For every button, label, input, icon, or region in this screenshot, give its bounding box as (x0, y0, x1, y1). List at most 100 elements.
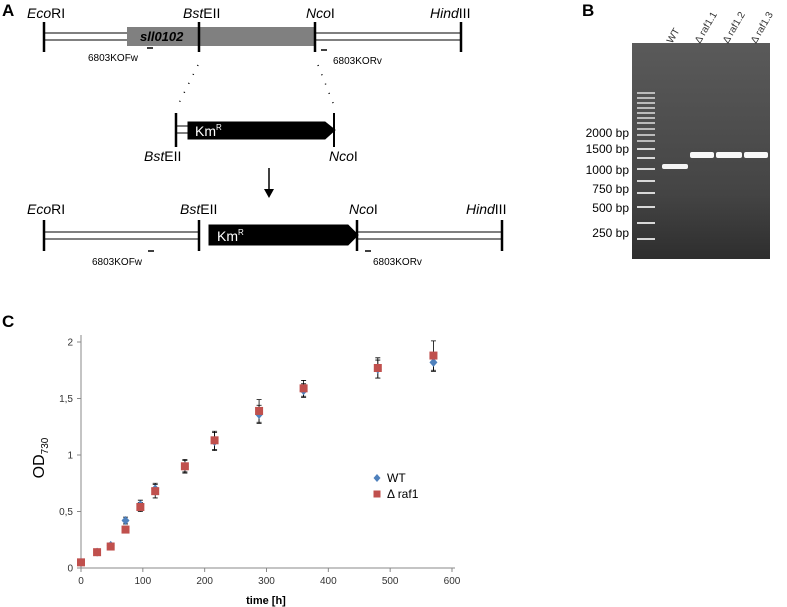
gene-label: sll0102 (140, 29, 184, 44)
site-label: BstEII (183, 5, 220, 21)
lane-label: WT (665, 27, 682, 46)
label-part: Hind (430, 5, 460, 21)
label-part: Bst (144, 148, 165, 164)
site-label: BstEII (180, 201, 217, 217)
ladder-band (637, 122, 655, 124)
ladder-band (637, 107, 655, 109)
gene-box (127, 27, 315, 46)
site-label: HindIII (430, 5, 470, 21)
ladder-band (637, 112, 655, 114)
site-label: NcoI (329, 148, 358, 164)
point (255, 406, 264, 415)
label-part: OD (31, 454, 48, 478)
ladder-label: 250 bp (592, 226, 629, 240)
label-part: EII (200, 201, 217, 217)
cassette-arrow (187, 121, 336, 140)
ladder-label: 500 bp (592, 201, 629, 215)
label-part: Nco (329, 148, 354, 164)
ladder-label: 1000 bp (586, 163, 630, 177)
point (429, 351, 438, 360)
ladder-band (637, 192, 655, 194)
arrow-head (264, 189, 274, 198)
x-tick-label: 400 (320, 576, 337, 587)
legend-marker (373, 474, 381, 482)
y-tick-label: 1 (67, 451, 73, 462)
ladder-label: 750 bp (592, 182, 629, 196)
point (93, 548, 102, 557)
x-axis-label: time [h] (246, 595, 286, 607)
panel-c: C time [h] OD730 0 0,5 1 1,5 2 0 100 200 300 400 5… (2, 312, 461, 607)
primer-label: 6803KORv (333, 56, 382, 67)
label-part: Km (217, 228, 238, 244)
point (151, 487, 160, 496)
gel-band (690, 152, 714, 158)
lane-label: Δ raf1.2 (721, 10, 748, 46)
label-part: I (331, 5, 335, 21)
label-part: Km (195, 123, 216, 139)
ladder-band (637, 206, 655, 208)
label-part: Hind (466, 201, 496, 217)
ladder-band (637, 238, 655, 240)
ladder-label: 1500 bp (586, 142, 630, 156)
point (136, 502, 145, 511)
panel-b: B WT Δ raf1.1 Δ raf1.2 Δ raf1.3 2000 bp … (582, 1, 776, 259)
label-part: III (495, 201, 507, 217)
site-label: BstEII (144, 148, 181, 164)
gel-band (662, 164, 688, 169)
label-part: EII (203, 5, 220, 21)
primer-label: 6803KOFw (92, 257, 143, 268)
label-part: Bst (183, 5, 204, 21)
panel-label: A (2, 1, 14, 20)
y-tick-label: 0,5 (59, 507, 73, 518)
x-tick-label: 600 (444, 576, 461, 587)
marker-label: KmR (195, 123, 222, 139)
lane-label: Δ raf1.3 (749, 10, 776, 46)
y-tick-label: 2 (67, 338, 73, 349)
point (121, 525, 130, 534)
panel-a: A EcoRI BstEII NcoI HindIII sll0102 6803… (2, 1, 506, 268)
ladder-label: 2000 bp (586, 126, 630, 140)
x-tick-label: 500 (382, 576, 399, 587)
point (373, 363, 382, 372)
ladder-band (637, 222, 655, 224)
ladder-band (637, 128, 655, 130)
ladder-band (637, 180, 655, 182)
dotted-guide (177, 64, 199, 106)
x-tick-label: 0 (78, 576, 84, 587)
ladder-band (637, 168, 655, 170)
label-part: R (238, 228, 244, 237)
point (106, 542, 115, 551)
panel-label: B (582, 1, 594, 20)
gel (632, 43, 770, 259)
dotted-guide (317, 64, 336, 109)
label-part: Bst (180, 201, 201, 217)
ladder-band (637, 97, 655, 99)
ladder-band (637, 102, 655, 104)
primer-label: 6803KORv (373, 257, 422, 268)
label-part: EII (164, 148, 181, 164)
legend-label: WT (387, 471, 406, 485)
gel-band (716, 152, 742, 158)
label-part: Nco (349, 201, 374, 217)
panel-label: C (2, 312, 14, 331)
label-part: I (374, 201, 378, 217)
ladder-band (637, 117, 655, 119)
label-part: RI (51, 5, 65, 21)
ladder-band (637, 148, 655, 150)
label-part: Eco (27, 201, 51, 217)
site-label: EcoRI (27, 5, 65, 21)
legend-label: Δ raf1 (387, 487, 419, 501)
point (180, 462, 189, 471)
x-tick-label: 200 (196, 576, 213, 587)
point (210, 436, 219, 445)
site-label: HindIII (466, 201, 506, 217)
primer-label: 6803KOFw (88, 53, 139, 64)
lane-label: Δ raf1.1 (693, 10, 720, 46)
label-part: 730 (40, 437, 51, 454)
ladder-band (637, 157, 655, 159)
x-tick-label: 100 (134, 576, 151, 587)
ladder-band (637, 92, 655, 94)
label-part: III (459, 5, 471, 21)
legend-marker (373, 490, 381, 498)
